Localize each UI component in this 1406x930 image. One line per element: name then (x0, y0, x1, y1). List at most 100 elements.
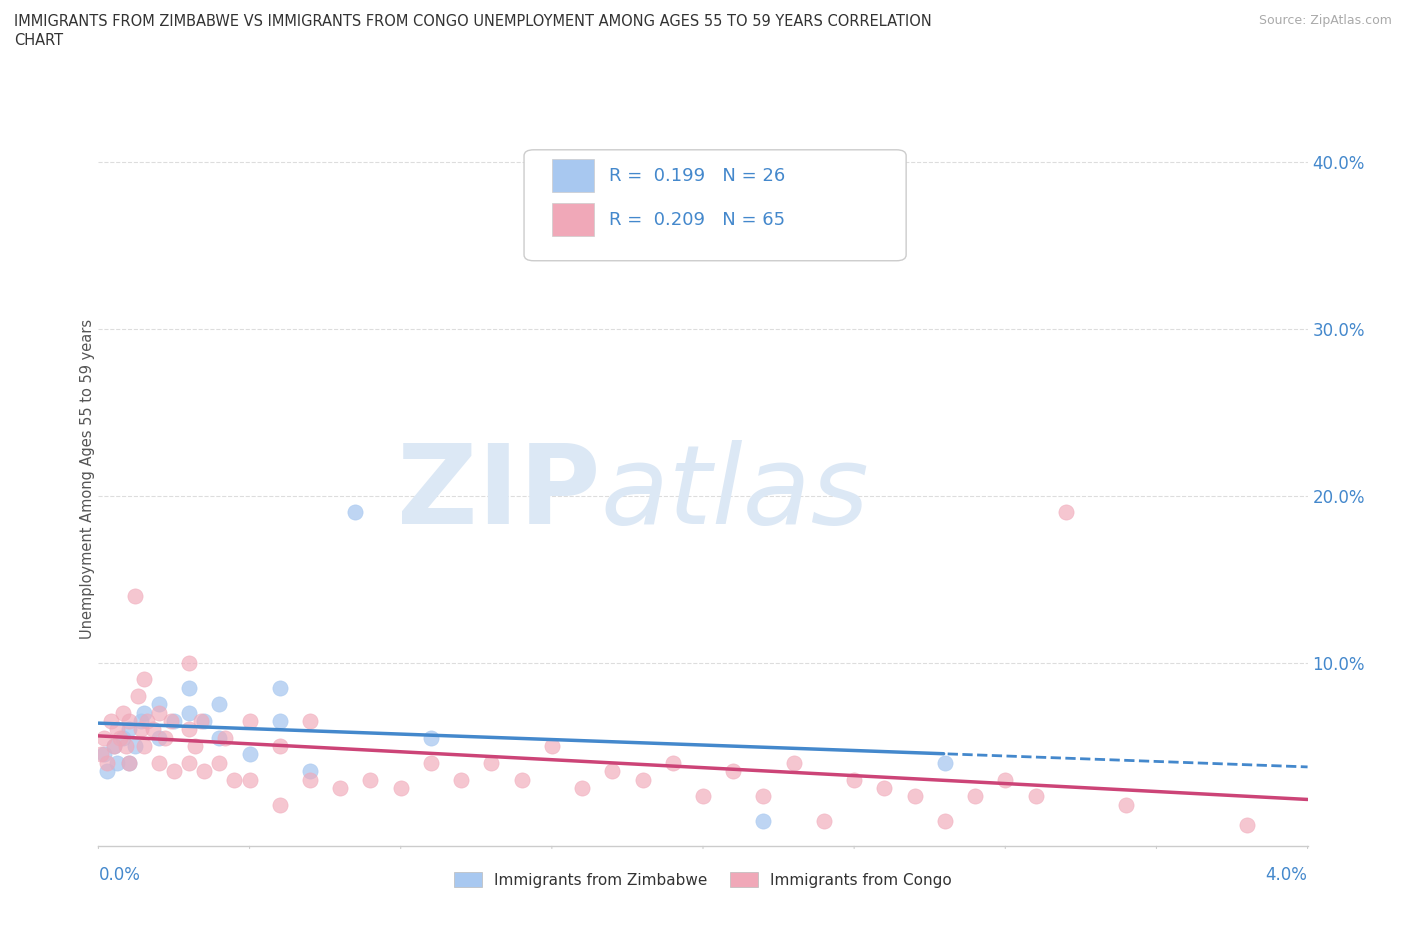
Point (129, 722, 152, 737)
Point (193, 764, 215, 778)
Point (208, 697, 231, 711)
Point (873, 780, 896, 795)
Point (118, 713, 141, 728)
Point (118, 722, 141, 737)
Point (208, 755, 231, 770)
FancyBboxPatch shape (551, 159, 595, 193)
Point (1115, 797, 1137, 812)
Point (752, 789, 775, 804)
Point (105, 755, 128, 770)
Point (783, 755, 806, 770)
Point (111, 730, 134, 745)
Text: 0.0%: 0.0% (98, 867, 141, 884)
Point (132, 738, 155, 753)
Point (420, 755, 443, 770)
Point (420, 730, 443, 745)
Point (118, 755, 141, 770)
Point (93, 747, 115, 762)
Point (132, 671, 155, 686)
Point (142, 722, 165, 737)
Point (692, 789, 714, 804)
Point (179, 680, 201, 695)
Point (723, 764, 745, 778)
Text: 4.0%: 4.0% (1265, 867, 1308, 884)
Point (481, 755, 503, 770)
Point (994, 772, 1017, 787)
Point (1054, 505, 1077, 520)
Point (904, 789, 927, 804)
Point (179, 755, 201, 770)
Point (179, 722, 201, 737)
Point (299, 772, 322, 787)
Point (100, 713, 122, 728)
Point (179, 656, 201, 671)
Point (752, 814, 775, 829)
Text: R =  0.199   N = 26: R = 0.199 N = 26 (609, 166, 785, 184)
Text: CHART: CHART (14, 33, 63, 47)
Point (208, 730, 231, 745)
Point (148, 730, 170, 745)
Point (813, 814, 835, 829)
Point (124, 738, 146, 753)
Point (299, 713, 322, 728)
Text: atlas: atlas (600, 440, 869, 547)
Point (108, 730, 131, 745)
Point (214, 730, 236, 745)
Point (114, 738, 136, 753)
Point (103, 738, 125, 753)
Text: ZIP: ZIP (396, 440, 600, 547)
Point (93, 730, 115, 745)
Point (239, 747, 262, 762)
Point (224, 772, 246, 787)
Point (631, 772, 654, 787)
Point (148, 697, 170, 711)
Y-axis label: Unemployment Among Ages 55 to 59 years: Unemployment Among Ages 55 to 59 years (80, 319, 94, 639)
Text: IMMIGRANTS FROM ZIMBABWE VS IMMIGRANTS FROM CONGO UNEMPLOYMENT AMONG AGES 55 TO : IMMIGRANTS FROM ZIMBABWE VS IMMIGRANTS F… (14, 14, 932, 29)
Point (360, 772, 382, 787)
Point (148, 705, 170, 720)
Point (269, 680, 291, 695)
Point (135, 713, 157, 728)
Point (129, 713, 152, 728)
Point (1025, 789, 1047, 804)
Point (389, 780, 412, 795)
Point (540, 738, 562, 753)
Point (965, 789, 987, 804)
Point (90, 747, 112, 762)
Point (269, 738, 291, 753)
Point (239, 772, 262, 787)
Point (153, 730, 176, 745)
Point (190, 713, 212, 728)
Point (934, 814, 956, 829)
Point (661, 755, 683, 770)
Point (148, 755, 170, 770)
Point (193, 713, 215, 728)
Text: Source: ZipAtlas.com: Source: ZipAtlas.com (1258, 14, 1392, 27)
Point (269, 713, 291, 728)
Point (103, 738, 125, 753)
Point (844, 772, 866, 787)
FancyBboxPatch shape (551, 204, 595, 236)
Point (118, 755, 141, 770)
Point (132, 705, 155, 720)
Legend: Immigrants from Zimbabwe, Immigrants from Congo: Immigrants from Zimbabwe, Immigrants fro… (449, 866, 957, 894)
Point (1236, 817, 1258, 832)
Point (934, 755, 956, 770)
Point (163, 764, 186, 778)
Point (127, 688, 149, 703)
Point (239, 713, 262, 728)
Point (160, 713, 183, 728)
Point (602, 764, 624, 778)
Point (571, 780, 593, 795)
Point (96, 764, 118, 778)
Point (299, 764, 322, 778)
FancyBboxPatch shape (524, 150, 905, 260)
Point (269, 797, 291, 812)
Point (450, 772, 472, 787)
Point (344, 505, 367, 520)
Point (124, 589, 146, 604)
Point (105, 722, 128, 737)
Point (329, 780, 352, 795)
Point (510, 772, 533, 787)
Point (111, 705, 134, 720)
